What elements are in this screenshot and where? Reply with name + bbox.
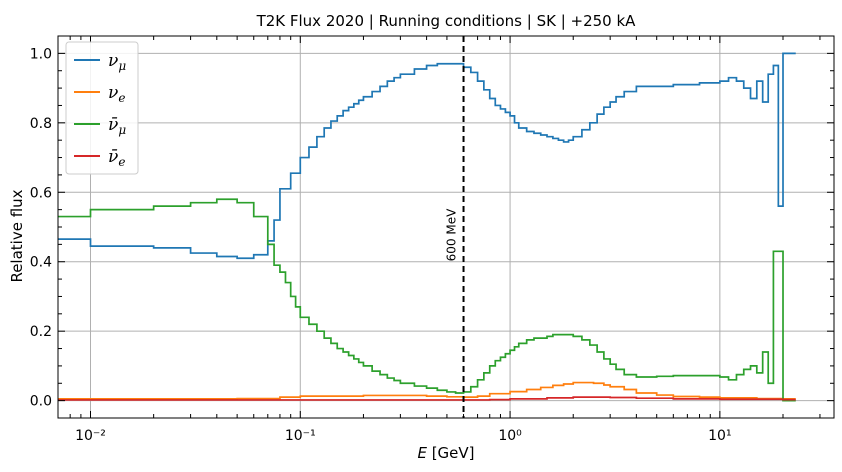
ticks: 10⁻² 10⁻¹ 10⁰ 10¹ 0.0 0.2 0.4 0.6 0.8 1.0	[30, 36, 834, 444]
y-tick-label: 0.8	[30, 116, 52, 132]
series-line-0	[58, 52, 796, 260]
y-tick-label: 0.6	[30, 185, 52, 201]
x-tick-label: 10⁻¹	[285, 428, 316, 444]
legend-label: νμ	[108, 51, 126, 73]
legend-label: ν̄μ	[108, 115, 126, 137]
chart-title: T2K Flux 2020 | Running conditions | SK …	[256, 12, 637, 30]
series-line-2	[58, 198, 796, 402]
y-tick-label: 0.4	[30, 255, 52, 271]
x-tick-label: 10⁻²	[75, 428, 106, 444]
y-axis-title: Relative flux	[8, 189, 26, 282]
series-line-3	[58, 396, 796, 401]
x-tick-label: 10¹	[708, 428, 731, 444]
y-tick-label: 1.0	[30, 46, 52, 62]
x-tick-label: 10⁰	[498, 428, 522, 444]
y-tick-label: 0.2	[30, 324, 52, 340]
legend-label: νe	[108, 83, 125, 105]
legend: νμ νe ν̄μ ν̄e	[65, 41, 139, 175]
annotation-layer: 600 MeV	[445, 36, 465, 418]
legend-label: ν̄e	[108, 147, 125, 169]
series-layer	[58, 52, 796, 402]
x-axis-title: E [GeV]	[417, 444, 474, 462]
legend-box	[65, 41, 139, 175]
series-line-1	[58, 381, 796, 400]
annotation-label: 600 MeV	[445, 208, 459, 261]
y-tick-label: 0.0	[30, 394, 52, 410]
